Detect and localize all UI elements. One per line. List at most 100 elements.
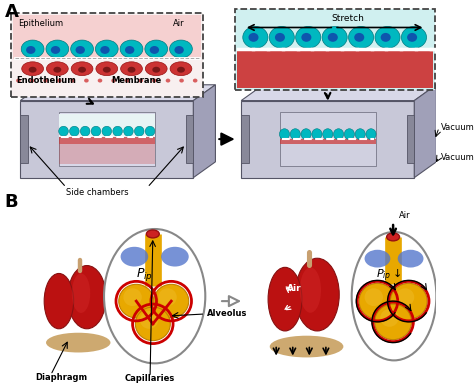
Text: $P_{ip}\downarrow$: $P_{ip}\downarrow$ — [375, 267, 401, 284]
Text: Air: Air — [173, 20, 185, 29]
Text: Endothelium: Endothelium — [17, 76, 76, 85]
Ellipse shape — [166, 79, 170, 83]
Ellipse shape — [71, 79, 75, 83]
Ellipse shape — [170, 40, 192, 58]
Ellipse shape — [348, 27, 374, 48]
Text: Air: Air — [399, 211, 410, 220]
Ellipse shape — [28, 67, 36, 73]
Ellipse shape — [407, 33, 417, 42]
Polygon shape — [59, 113, 155, 166]
Text: Vacuum: Vacuum — [441, 123, 474, 132]
Ellipse shape — [121, 62, 142, 76]
FancyBboxPatch shape — [11, 13, 202, 97]
Ellipse shape — [138, 79, 143, 83]
Ellipse shape — [301, 33, 311, 42]
Polygon shape — [237, 49, 433, 88]
Ellipse shape — [334, 129, 344, 140]
Ellipse shape — [280, 129, 290, 140]
Ellipse shape — [43, 79, 48, 83]
Ellipse shape — [72, 274, 90, 313]
Ellipse shape — [328, 33, 338, 42]
Ellipse shape — [70, 126, 79, 136]
Ellipse shape — [158, 288, 177, 306]
Ellipse shape — [120, 40, 143, 58]
Polygon shape — [241, 115, 248, 163]
Ellipse shape — [98, 79, 102, 83]
Ellipse shape — [146, 62, 167, 76]
Ellipse shape — [75, 46, 85, 54]
Ellipse shape — [396, 288, 414, 306]
Ellipse shape — [119, 284, 154, 318]
Polygon shape — [241, 101, 414, 178]
Ellipse shape — [124, 126, 133, 136]
Text: Stretch: Stretch — [331, 14, 365, 23]
Ellipse shape — [46, 333, 110, 352]
Ellipse shape — [123, 288, 142, 306]
Polygon shape — [13, 15, 201, 59]
Ellipse shape — [381, 33, 391, 42]
Ellipse shape — [104, 229, 205, 363]
Text: Capillaries: Capillaries — [125, 374, 175, 383]
Ellipse shape — [113, 126, 122, 136]
Ellipse shape — [128, 67, 136, 73]
Ellipse shape — [135, 126, 144, 136]
Ellipse shape — [145, 40, 168, 58]
Polygon shape — [20, 115, 27, 163]
Text: Membrane: Membrane — [111, 76, 162, 85]
Ellipse shape — [125, 46, 134, 54]
Ellipse shape — [269, 27, 294, 48]
Ellipse shape — [296, 27, 321, 48]
Text: Alveolus: Alveolus — [207, 309, 247, 318]
Polygon shape — [59, 137, 155, 144]
Ellipse shape — [312, 129, 322, 140]
Polygon shape — [59, 137, 155, 164]
Ellipse shape — [16, 79, 21, 83]
Ellipse shape — [295, 258, 339, 331]
Ellipse shape — [301, 129, 311, 140]
Ellipse shape — [398, 250, 423, 267]
Ellipse shape — [96, 62, 118, 76]
Ellipse shape — [322, 27, 347, 48]
Ellipse shape — [26, 46, 36, 54]
Ellipse shape — [51, 46, 60, 54]
Ellipse shape — [81, 126, 90, 136]
Ellipse shape — [78, 67, 86, 73]
Ellipse shape — [136, 307, 170, 341]
Ellipse shape — [145, 126, 155, 136]
Ellipse shape — [366, 129, 376, 140]
Ellipse shape — [365, 288, 383, 306]
Ellipse shape — [354, 33, 364, 42]
Text: Diaphragm: Diaphragm — [35, 373, 87, 382]
Ellipse shape — [152, 67, 160, 73]
Ellipse shape — [323, 129, 333, 140]
Ellipse shape — [387, 233, 400, 241]
Ellipse shape — [268, 267, 302, 331]
Ellipse shape — [275, 33, 285, 42]
Ellipse shape — [59, 126, 68, 136]
Ellipse shape — [103, 67, 111, 73]
Polygon shape — [186, 115, 193, 163]
Ellipse shape — [154, 284, 189, 318]
Ellipse shape — [375, 27, 400, 48]
Text: A: A — [5, 3, 18, 21]
Ellipse shape — [21, 40, 44, 58]
Ellipse shape — [140, 311, 158, 329]
Text: B: B — [5, 193, 18, 211]
Polygon shape — [20, 101, 193, 178]
Ellipse shape — [174, 46, 184, 54]
Ellipse shape — [177, 67, 185, 73]
Ellipse shape — [161, 247, 189, 267]
Ellipse shape — [46, 62, 68, 76]
Ellipse shape — [352, 232, 437, 360]
Ellipse shape — [22, 62, 44, 76]
Ellipse shape — [100, 46, 109, 54]
Ellipse shape — [401, 27, 427, 48]
Text: Air: Air — [287, 284, 302, 293]
Ellipse shape — [300, 267, 321, 313]
Ellipse shape — [44, 274, 73, 329]
Polygon shape — [280, 113, 375, 166]
Polygon shape — [414, 85, 437, 178]
Ellipse shape — [365, 250, 391, 267]
Ellipse shape — [30, 79, 34, 83]
Ellipse shape — [179, 79, 184, 83]
